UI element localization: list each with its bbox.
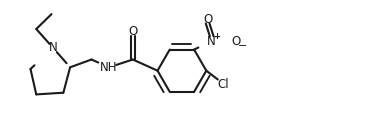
Text: O: O [128,25,137,38]
Text: N: N [49,41,58,54]
Text: −: − [237,41,247,51]
Text: +: + [213,32,220,41]
Text: O: O [232,35,241,48]
Text: Cl: Cl [217,78,229,91]
Text: O: O [203,13,212,26]
Text: NH: NH [100,61,118,74]
Text: N: N [207,35,216,48]
